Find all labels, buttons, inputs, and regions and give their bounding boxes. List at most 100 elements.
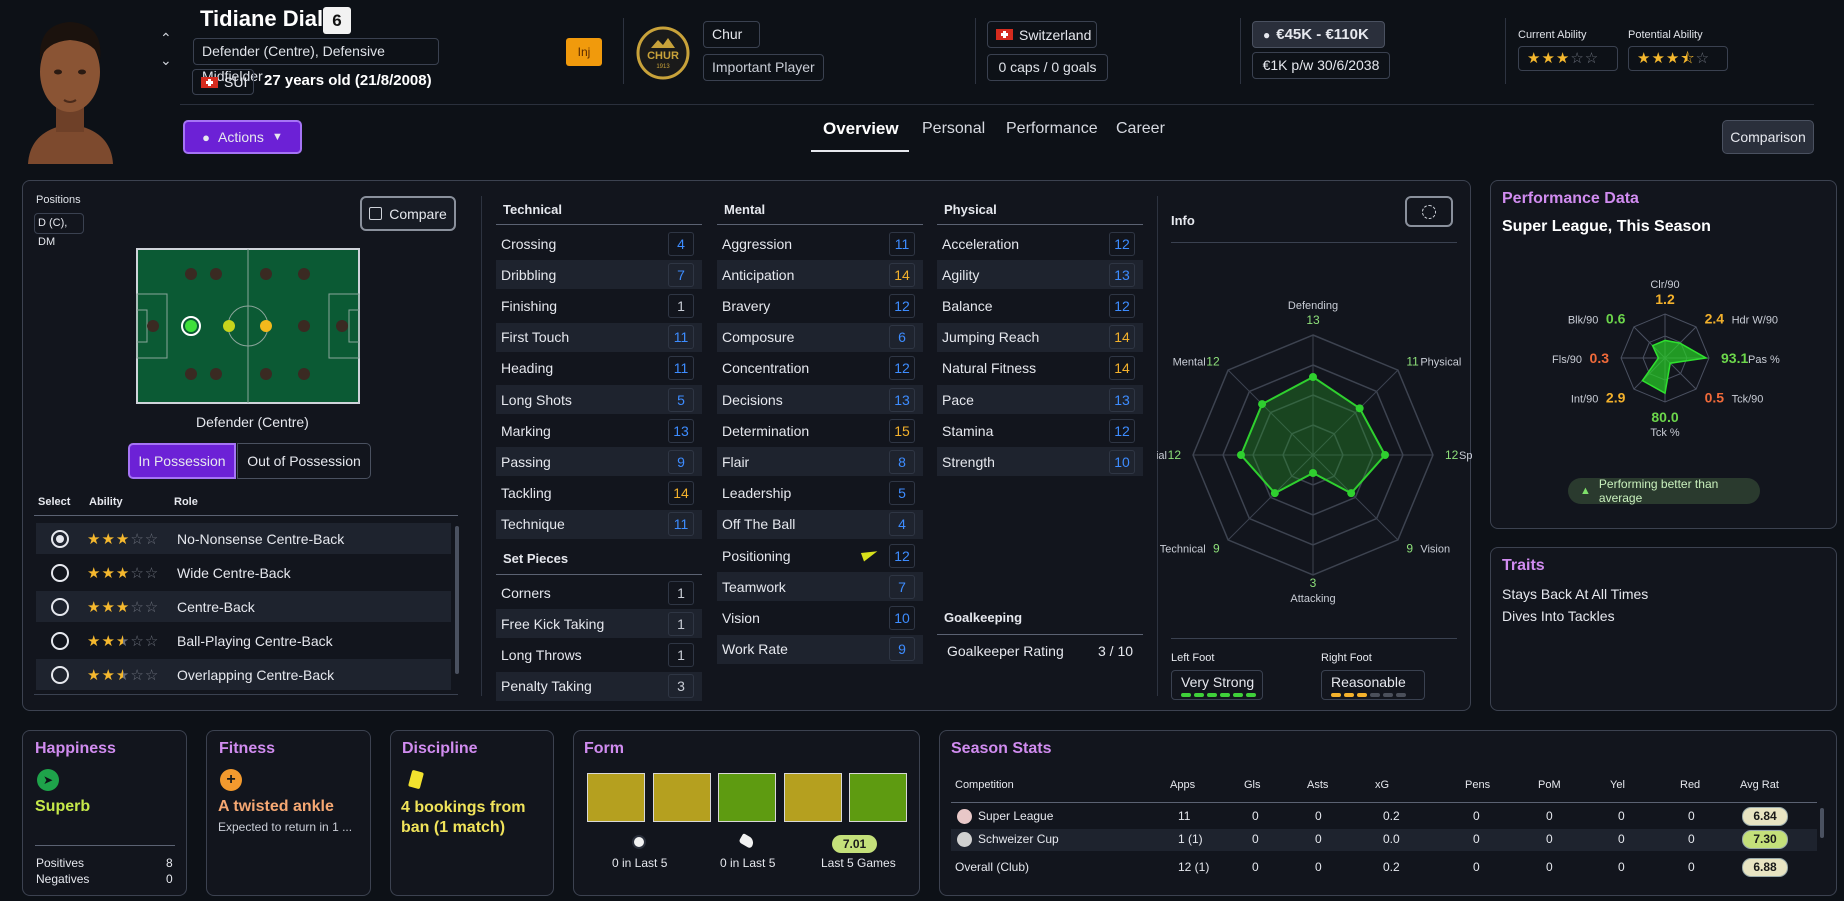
attribute-row[interactable]: Flair 8 [717, 447, 923, 477]
season-col-header[interactable]: Asts [1307, 779, 1329, 791]
attribute-row[interactable]: Natural Fitness 14 [937, 354, 1143, 383]
squad-number: 6 [323, 7, 351, 34]
transfer-value-badge[interactable]: ● €45K - €110K [1252, 21, 1385, 48]
season-col-header[interactable]: xG [1375, 779, 1390, 791]
season-col-header[interactable]: Gls [1244, 779, 1261, 791]
attribute-row[interactable]: Corners 1 [496, 578, 702, 607]
attribute-row[interactable]: Concentration 12 [717, 354, 923, 383]
season-row[interactable]: Schweizer Cup 1 (1) 0 0 0.0 0 0 0 0 7.30 [951, 829, 1817, 851]
injury-badge[interactable]: Inj [566, 38, 602, 66]
attribute-value: 12 [1109, 418, 1135, 443]
tab-career[interactable]: Career [1116, 120, 1165, 137]
attribute-row[interactable]: Pace 13 [937, 385, 1143, 414]
attribute-row[interactable]: Long Throws 1 [496, 640, 702, 669]
tab-performance[interactable]: Performance [1006, 120, 1098, 137]
club-name[interactable]: Chur [703, 21, 760, 48]
role-row[interactable]: ★★★☆☆ Wide Centre-Back [36, 557, 451, 588]
happiness-card[interactable] [22, 730, 187, 896]
role-row[interactable]: ★★★☆☆ No-Nonsense Centre-Back [36, 523, 451, 554]
actions-button[interactable]: ● Actions ▼ [183, 120, 302, 154]
attribute-row[interactable]: Stamina 12 [937, 416, 1143, 445]
positives-label: Positives [36, 856, 85, 870]
comparison-button[interactable]: Comparison [1722, 120, 1814, 154]
season-stats-card[interactable] [939, 730, 1837, 896]
attribute-row[interactable]: Crossing 4 [496, 229, 702, 258]
attribute-row[interactable]: Heading 11 [496, 354, 702, 383]
attribute-row[interactable]: Acceleration 12 [937, 229, 1143, 258]
info-view-toggle[interactable] [1405, 196, 1453, 227]
attribute-row[interactable]: Positioning 12 [717, 541, 923, 570]
attribute-row[interactable]: Anticipation 14 [717, 260, 923, 290]
attribute-row[interactable]: Free Kick Taking 1 [496, 609, 702, 639]
attribute-row[interactable]: Dribbling 7 [496, 260, 702, 290]
attribute-row[interactable]: Passing 9 [496, 447, 702, 477]
attribute-row[interactable]: Aggression 11 [717, 229, 923, 258]
role-radio[interactable] [51, 631, 69, 650]
role-radio[interactable] [51, 563, 69, 582]
attribute-row[interactable]: Decisions 13 [717, 385, 923, 414]
out-of-possession-toggle[interactable]: Out of Possession [237, 443, 371, 479]
perf-label: Tck % [1650, 427, 1680, 439]
roles-scrollbar[interactable] [455, 526, 459, 674]
season-col-header[interactable]: Red [1680, 779, 1701, 791]
form-match-bar[interactable] [783, 773, 842, 822]
season-col-header[interactable]: Yel [1610, 779, 1625, 791]
in-possession-toggle[interactable]: In Possession [128, 443, 236, 479]
club-crest-icon[interactable]: CHUR 1913 [636, 26, 690, 80]
attribute-row[interactable]: Composure 6 [717, 322, 923, 352]
attribute-row[interactable]: Balance 12 [937, 291, 1143, 320]
attribute-row[interactable]: Bravery 12 [717, 291, 923, 320]
discipline-card[interactable] [390, 730, 554, 896]
attribute-row[interactable]: Long Shots 5 [496, 385, 702, 414]
role-radio[interactable] [51, 529, 69, 548]
next-player-arrow[interactable]: ⌄ [160, 52, 172, 68]
fitness-card[interactable] [206, 730, 371, 896]
attribute-row[interactable]: Penalty Taking 3 [496, 671, 702, 701]
attribute-row[interactable]: Determination 15 [717, 416, 923, 445]
attribute-value: 5 [668, 387, 694, 412]
attribute-row[interactable]: Jumping Reach 14 [937, 322, 1143, 352]
tab-overview[interactable]: Overview [823, 119, 899, 138]
season-row[interactable]: Overall (Club) 12 (1) 0 0 0.2 0 0 0 0 6.88 [951, 857, 1817, 879]
attribute-row[interactable]: First Touch 11 [496, 322, 702, 352]
season-col-header[interactable]: Competition [955, 779, 1014, 791]
role-row[interactable]: ★★★☆☆ Overlapping Centre-Back [36, 659, 451, 690]
season-col-header[interactable]: Pens [1465, 779, 1491, 791]
form-match-bar[interactable] [718, 773, 776, 822]
attribute-row[interactable]: Leadership 5 [717, 479, 923, 508]
tab-personal[interactable]: Personal [922, 120, 986, 137]
season-table-scrollbar[interactable] [1820, 808, 1824, 838]
attribute-row[interactable]: Finishing 1 [496, 291, 702, 320]
season-col-header[interactable]: Avg Rat [1740, 779, 1779, 791]
previous-player-arrow[interactable]: ⌃ [160, 30, 172, 46]
form-match-bar[interactable] [587, 773, 645, 822]
role-row[interactable]: ★★★☆☆ Ball-Playing Centre-Back [36, 625, 451, 656]
season-competition: Overall (Club) [955, 860, 1030, 874]
role-row[interactable]: ★★★☆☆ Centre-Back [36, 591, 451, 622]
attribute-row[interactable]: Strength 10 [937, 447, 1143, 477]
season-row[interactable]: Super League 11 0 0 0.2 0 0 0 0 6.84 [951, 806, 1817, 828]
attribute-row[interactable]: Agility 13 [937, 260, 1143, 290]
position-pitch[interactable] [136, 248, 360, 404]
compare-button[interactable]: Compare [360, 196, 456, 231]
attribute-value: 12 [1109, 231, 1135, 256]
form-match-bar[interactable] [849, 773, 907, 822]
foot-meter-segment [1357, 693, 1367, 697]
attribute-row[interactable]: Technique 11 [496, 509, 702, 539]
attribute-row[interactable]: Work Rate 9 [717, 634, 923, 664]
form-title: Form [584, 740, 624, 757]
attribute-row[interactable]: Off The Ball 4 [717, 509, 923, 539]
attribute-row[interactable]: Marking 13 [496, 416, 702, 445]
nationality-badge[interactable]: Switzerland [987, 21, 1097, 48]
season-col-header[interactable]: Apps [1170, 779, 1196, 791]
season-cell: 1 (1) [1178, 832, 1203, 846]
season-col-header[interactable]: PoM [1538, 779, 1561, 791]
form-match-bar[interactable] [652, 773, 711, 822]
attribute-row[interactable]: Vision 10 [717, 603, 923, 632]
role-radio[interactable] [51, 597, 69, 616]
role-radio[interactable] [51, 665, 69, 684]
attribute-row[interactable]: Tackling 14 [496, 479, 702, 508]
position-description: Defender (Centre), Defensive Midfielder [193, 38, 439, 84]
attribute-row[interactable]: Teamwork 7 [717, 572, 923, 602]
radar-value: 9 [1406, 541, 1413, 555]
